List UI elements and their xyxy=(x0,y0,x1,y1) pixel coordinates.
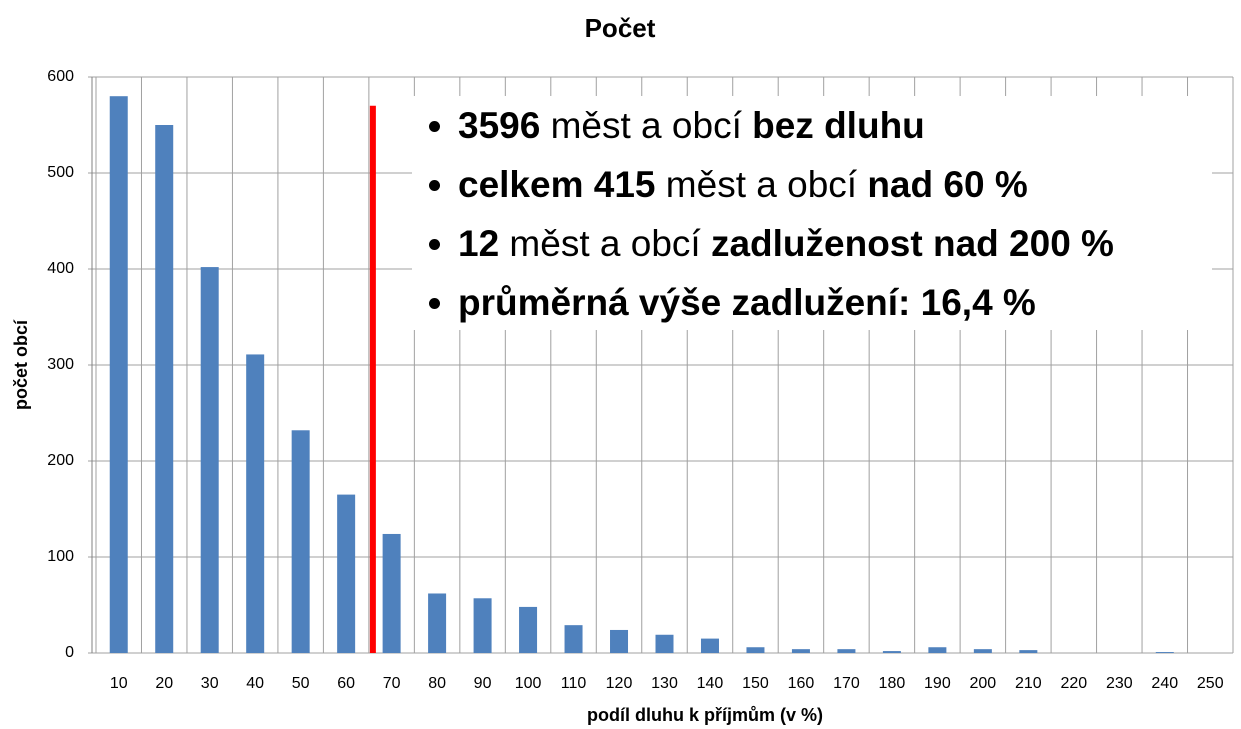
x-tick-label: 230 xyxy=(1106,675,1133,692)
bar xyxy=(791,649,810,653)
bar xyxy=(337,494,356,653)
bar xyxy=(700,638,719,653)
chart-title: Počet xyxy=(585,13,656,43)
annotation-box: 3596 měst a obcí bez dluhucelkem 415 měs… xyxy=(412,96,1212,330)
x-axis-label: podíl dluhu k příjmům (v %) xyxy=(587,705,823,725)
bar xyxy=(746,647,765,653)
y-tick-label: 300 xyxy=(47,356,74,373)
y-tick-label: 200 xyxy=(47,452,74,469)
annotation-text: 3596 xyxy=(458,105,541,146)
annotation-text: měst a obcí xyxy=(499,223,711,264)
bar xyxy=(882,651,901,653)
x-tick-label: 150 xyxy=(742,675,769,692)
annotation-text: 12 xyxy=(458,223,500,264)
x-tick-label: 210 xyxy=(1015,675,1042,692)
bar xyxy=(382,533,401,653)
y-axis-label: počet obcí xyxy=(11,319,31,410)
annotation-text: bez dluhu xyxy=(752,105,925,146)
x-tick-label: 120 xyxy=(606,675,633,692)
bar xyxy=(973,649,992,653)
annotation-text: nad 60 % xyxy=(867,164,1028,205)
annotation-text: měst a obcí xyxy=(540,105,753,146)
x-tick-label: 220 xyxy=(1060,675,1087,692)
bar xyxy=(246,354,265,653)
x-tick-label: 250 xyxy=(1197,675,1224,692)
annotation-text: zadluženost nad 200 % xyxy=(710,223,1114,264)
bar xyxy=(200,267,219,653)
x-tick-label: 20 xyxy=(155,675,173,692)
x-tick-label: 200 xyxy=(970,675,997,692)
annotation-text: celkem 415 xyxy=(458,164,656,205)
bar xyxy=(519,606,538,653)
annotation-line: 3596 měst a obcí bez dluhu xyxy=(458,96,1212,155)
x-tick-label: 90 xyxy=(474,675,492,692)
y-tick-label: 600 xyxy=(47,68,74,85)
annotation-line: celkem 415 měst a obcí nad 60 % xyxy=(458,155,1212,214)
bar xyxy=(564,625,583,653)
x-tick-label: 160 xyxy=(788,675,815,692)
x-tick-label: 50 xyxy=(292,675,310,692)
bar xyxy=(291,430,310,653)
bar xyxy=(428,593,447,653)
annotation-text: průměrná výše zadlužení: 16,4 % xyxy=(458,282,1036,323)
bar xyxy=(1019,650,1038,653)
bar xyxy=(109,96,128,653)
x-tick-label: 140 xyxy=(697,675,724,692)
x-tick-label: 10 xyxy=(110,675,128,692)
y-tick-label: 500 xyxy=(47,164,74,181)
x-tick-label: 190 xyxy=(924,675,951,692)
x-tick-label: 60 xyxy=(337,675,355,692)
y-tick-label: 100 xyxy=(47,548,74,565)
x-tick-label: 130 xyxy=(651,675,678,692)
y-tick-label: 0 xyxy=(65,644,74,661)
annotation-line: průměrná výše zadlužení: 16,4 % xyxy=(458,273,1212,332)
annotation-text: měst a obcí xyxy=(655,164,868,205)
x-tick-label: 170 xyxy=(833,675,860,692)
bar xyxy=(1155,652,1174,653)
bar xyxy=(837,649,856,653)
x-tick-label: 110 xyxy=(561,675,587,692)
bar xyxy=(655,634,674,653)
y-tick-label: 400 xyxy=(47,260,74,277)
annotation-line: 12 měst a obcí zadluženost nad 200 % xyxy=(458,214,1212,273)
x-tick-label: 100 xyxy=(515,675,542,692)
x-tick-label: 40 xyxy=(246,675,264,692)
x-tick-label: 70 xyxy=(383,675,401,692)
x-tick-label: 180 xyxy=(879,675,906,692)
x-tick-label: 240 xyxy=(1151,675,1178,692)
x-tick-label: 30 xyxy=(201,675,219,692)
bar xyxy=(473,598,492,653)
x-tick-label: 80 xyxy=(428,675,446,692)
bar xyxy=(155,125,174,653)
bar xyxy=(928,647,947,653)
bar xyxy=(610,629,629,653)
